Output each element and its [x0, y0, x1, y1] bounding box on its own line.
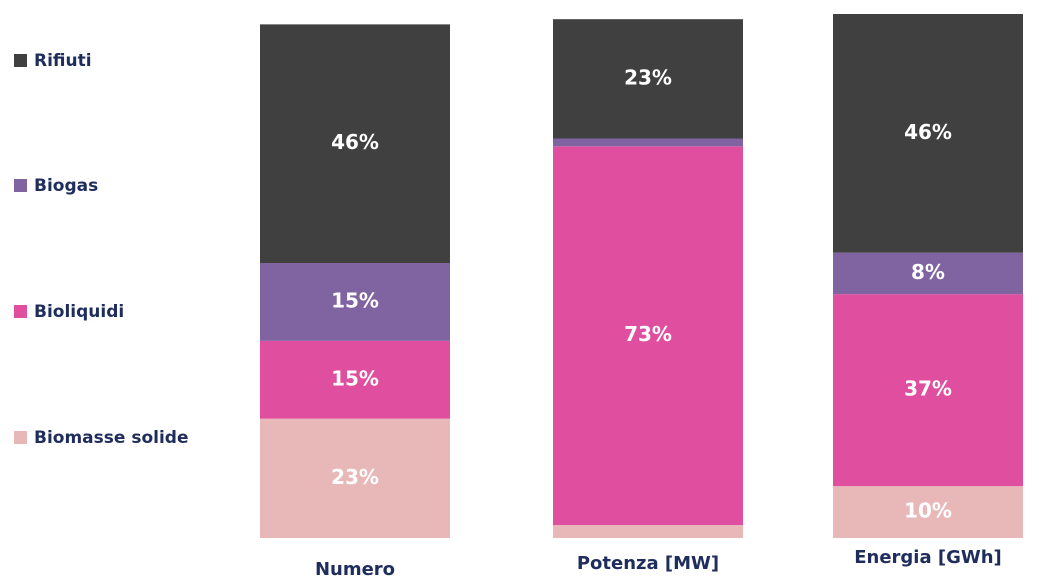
- bar-segment: [553, 19, 743, 139]
- data-label: 8%: [911, 260, 945, 284]
- data-label: 15%: [331, 288, 379, 312]
- bar-segment: [260, 263, 450, 341]
- legend-label: Biogas: [34, 176, 98, 196]
- bar-segment: [553, 146, 743, 526]
- legend-label: Bioliquidi: [34, 302, 124, 322]
- x-tick-label: Potenza [MW]: [577, 553, 719, 574]
- data-label: 23%: [331, 465, 379, 489]
- x-tick-label: Energia [GWh]: [854, 547, 1002, 568]
- legend-swatch: [14, 54, 27, 67]
- legend-swatch: [14, 179, 27, 192]
- bar-segment: [833, 486, 1023, 538]
- bar-segment: [833, 252, 1023, 295]
- data-label: 73%: [624, 322, 672, 346]
- bar-segment: [833, 14, 1023, 253]
- legend-swatch: [14, 431, 27, 444]
- legend-label: Rifiuti: [34, 51, 92, 71]
- data-label: 46%: [904, 120, 952, 144]
- legend-label: Biomasse solide: [34, 428, 189, 448]
- data-label: 15%: [331, 366, 379, 390]
- bar-segment: [553, 525, 743, 538]
- bar-segment: [260, 340, 450, 419]
- data-label: 23%: [624, 65, 672, 89]
- bar-segment: [553, 138, 743, 147]
- data-label: 37%: [904, 377, 952, 401]
- x-tick-label: Numero: [315, 559, 395, 580]
- data-label: 10%: [904, 499, 952, 523]
- bar-segment: [833, 294, 1023, 487]
- bar-segment: [260, 24, 450, 264]
- bar-segment: [260, 418, 450, 538]
- legend-swatch: [14, 305, 27, 318]
- data-label: 46%: [331, 130, 379, 154]
